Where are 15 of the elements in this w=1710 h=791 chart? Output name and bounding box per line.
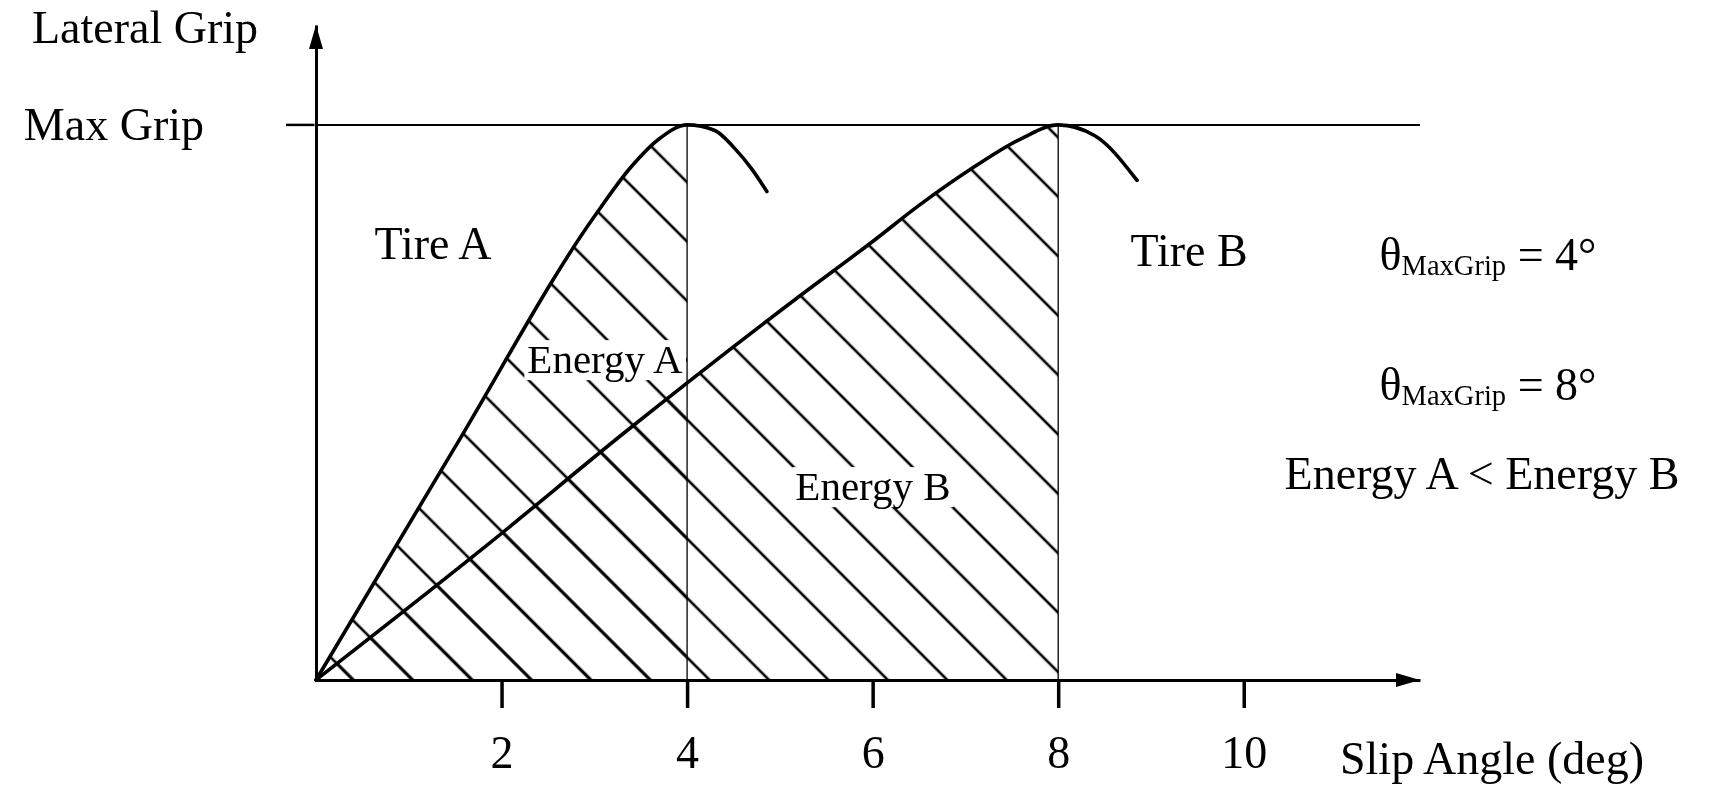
ref-line-label: Max Grip xyxy=(23,98,204,150)
annotation: θ$_{MaxGrip}$ = 8° xyxy=(1379,358,1597,411)
x-tick-label: 8 xyxy=(1047,726,1071,778)
x-tick-label: 6 xyxy=(861,726,885,778)
annotation: Energy A xyxy=(527,336,684,383)
annotation: Energy A < Energy B xyxy=(1284,447,1680,499)
annotation: Tire B xyxy=(1130,224,1248,276)
annotation: Tire A xyxy=(374,217,492,269)
y-axis-title: Lateral Grip xyxy=(31,2,258,53)
x-tick-label: 2 xyxy=(490,726,514,778)
x-tick-label: 10 xyxy=(1221,726,1268,778)
x-axis-title: Slip Angle (deg) xyxy=(1340,733,1645,784)
x-tick-label: 4 xyxy=(676,726,700,778)
annotation: θ$_{MaxGrip}$ = 4° xyxy=(1379,228,1597,281)
annotation: Energy B xyxy=(795,463,951,510)
